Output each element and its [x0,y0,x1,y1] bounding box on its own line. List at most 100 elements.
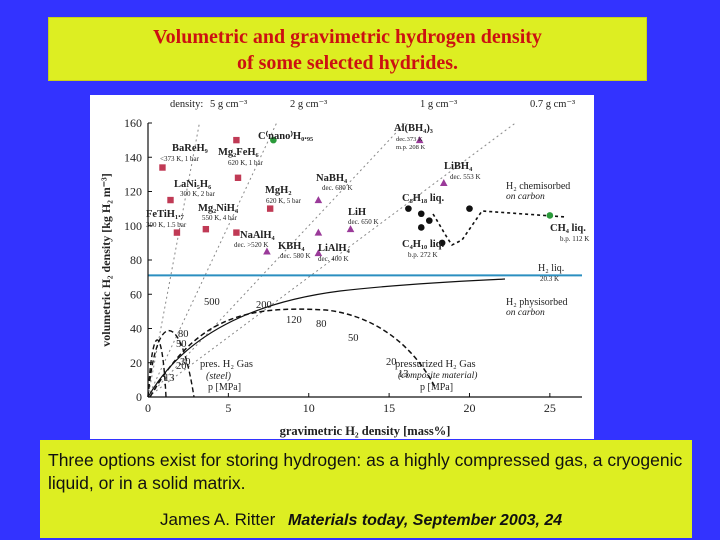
pressure-label: 200 [256,300,272,311]
chemisorbed-curve [432,210,567,247]
x-tick-label: 0 [145,401,151,415]
figure-annotation: KBH₄ [278,241,305,252]
figure-annotation: C⁽nano⁾H₀.₉₅ [258,130,313,142]
y-axis-label: volumetric H₂ density [kg H₂ m⁻³] [99,173,113,346]
figure-annotation: FeTiH₁.₇ [146,209,184,220]
figure-annotation: dec. >520 K [234,241,268,249]
hydride-square-point [234,174,242,181]
x-tick-label: 20 [463,401,475,415]
figure-annotation: LiH [348,207,366,218]
figure-annotation: H₂ physisorbed [506,297,568,308]
figure-annotation: BaReH₉ [172,143,208,154]
pressure-label: 20 [176,361,187,372]
citation: James A. Ritter Materials today, Septemb… [160,510,562,530]
title-banner: Volumetric and gravimetric hydrogen dens… [48,17,647,81]
hydrocarbon-circle-point [438,239,446,247]
y-tick-label: 140 [124,150,142,164]
hydride-density-chart: 0 5 10 15 20 25 0 20 40 60 80 100 120 140 160 gravimetr… [90,95,594,439]
hydride-square-point [202,225,210,233]
figure-annotation: Al(BH₄)₃ [394,123,433,134]
x-tick-label: 25 [544,401,556,415]
density-header-label: density: [170,99,203,110]
density-line [147,123,200,398]
figure-annotation: m.p. 208 K [396,144,426,151]
hydride-square-point [173,229,181,236]
steel-tank-curve-small [147,339,167,398]
pressure-label: 120 [286,315,302,326]
steel-tank-curve [147,330,195,398]
density-line [147,123,406,398]
figure-annotation: MgH₂ [265,185,291,196]
density-header-value: 0.7 g cm⁻³ [530,99,575,110]
figure-annotation: CH₄ liq. [550,223,586,234]
y-tick-label: 40 [130,322,142,336]
figure-annotation: LaNi₅H₆ [174,179,211,190]
figure-annotation: Mg₂NiH₄ [198,203,239,214]
y-tick-label: 20 [130,356,142,370]
hydride-triangle-point [439,178,448,186]
figure-annotation: H₂ liq. [538,263,564,274]
density-header-value: 2 g cm⁻³ [290,99,327,110]
figure-annotation: b.p. 272 K [408,251,438,259]
figure-annotation: dec. 580 K [280,252,311,260]
y-tick-label: 120 [124,185,142,199]
hydride-square-point [167,196,174,204]
y-tick-label: 60 [130,287,142,301]
density-header-value: 1 g cm⁻³ [420,99,457,110]
figure-annotation: H₂ chemisorbed [506,181,570,192]
figure-annotation: dec. 553 K [450,173,481,181]
hydrocarbon-circle-point [417,224,425,231]
hydride-triangle-point [415,136,424,144]
figure-annotation: LiBH₄ [444,161,473,172]
journal-reference: Materials today, September 2003, 24 [288,512,563,529]
hydrocarbon-circle-point [546,212,554,219]
figure-annotation: NaBH₄ [316,173,348,184]
figure-annotation: p [MPa] [208,382,241,393]
figure-annotation: 550 K, 4 bar [202,214,238,222]
author-name: James A. Ritter [160,510,276,529]
hydride-triangle-point [314,228,323,236]
pressure-label: 80 [178,329,189,340]
density-header-value: 5 g cm⁻³ [210,99,247,110]
figure-annotation: 620 K, 1 bar [228,159,264,167]
pressure-label: 13 [164,373,175,384]
physisorbed-curve [147,278,506,398]
pressure-label: 50 [176,339,187,350]
x-tick-label: 5 [225,401,231,415]
y-tick-label: 160 [124,116,142,130]
density-line [147,123,517,398]
figure-annotation: dec. 650 K [348,218,379,226]
figure-annotation: C₄H₁₀ liq. [402,239,444,250]
hydride-triangle-point [314,196,323,204]
caption-box: Three options exist for storing hydrogen… [40,440,692,538]
figure-annotation: Mg₂FeH₆ [218,147,259,158]
figure-annotation: dec.373 K [396,136,423,143]
figure-annotation: (steel) [206,371,232,382]
hydrocarbon-circle-point [270,136,277,144]
hydride-square-point [159,164,166,171]
figure-annotation: dec. 400 K [318,255,349,263]
hydride-square-point [233,136,240,144]
y-tick-label: 100 [124,219,142,233]
figure-annotation: C₈H₁₈ liq. [402,193,444,204]
figure-annotation: dec. 680 K [322,184,353,192]
pressure-label: 20 [386,357,397,368]
figure-annotation: p [MPa] [420,382,453,393]
figure-annotation: 300 K, 1.5 bar [146,221,187,229]
y-tick-label: 0 [136,390,142,404]
pressure-label: 30 [180,357,191,368]
hydrocarbon-circle-point [466,205,473,212]
pressure-label: 80 [316,319,327,330]
hydrocarbon-circle-point [425,217,433,224]
figure-annotation: NaAlH₄ [240,230,276,241]
hydrocarbon-circle-point [417,210,425,218]
figure-annotation: <373 K, 1 bar [160,155,200,163]
caption-text: Three options exist for storing hydrogen… [48,450,683,493]
figure-annotation: (composite material) [398,370,477,381]
hydride-triangle-point [314,249,323,257]
hydride-triangle-point [346,225,355,233]
x-tick-label: 15 [383,401,395,415]
pressure-label: 13 [398,369,409,380]
figure-annotation: b.p. 112 K [560,235,589,243]
figure-annotation: pres. H₂ Gas [200,359,253,370]
